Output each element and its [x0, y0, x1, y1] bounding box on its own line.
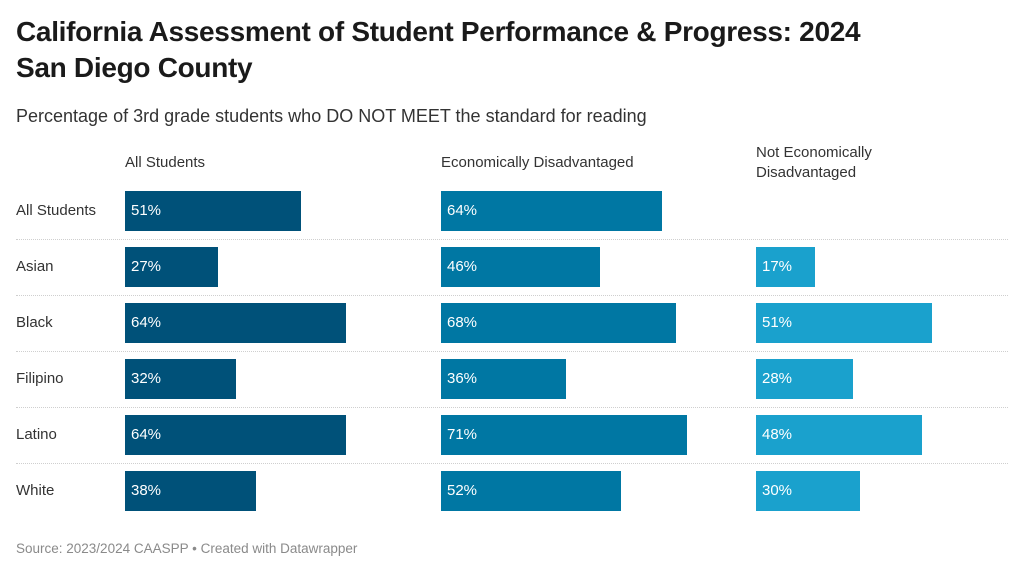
bar — [441, 303, 676, 343]
bar — [441, 247, 600, 287]
bar — [756, 303, 932, 343]
row-separator — [16, 463, 1008, 464]
bar-value-label: 27% — [131, 258, 162, 275]
bar — [125, 471, 256, 511]
chart-subtitle: Percentage of 3rd grade students who DO … — [16, 106, 647, 126]
bar-value-label: 52% — [447, 482, 478, 499]
row-label: All Students — [16, 202, 97, 219]
bar-value-label: 71% — [447, 426, 478, 443]
title-line-1: California Assessment of Student Perform… — [16, 16, 861, 47]
source-note: Source: 2023/2024 CAASPP • Created with … — [16, 541, 358, 556]
bar — [125, 191, 301, 231]
title-line-2: San Diego County — [16, 52, 253, 83]
bar — [756, 359, 853, 399]
bar-value-label: 48% — [762, 426, 793, 443]
bar — [441, 191, 662, 231]
row-label: White — [16, 482, 55, 499]
bar — [441, 415, 687, 455]
bar-value-label: 32% — [131, 370, 162, 387]
bar-value-label: 64% — [447, 202, 478, 219]
row-separator — [16, 351, 1008, 352]
bar-value-label: 28% — [762, 370, 793, 387]
row-label: Filipino — [16, 370, 64, 387]
column-header: All Students — [125, 154, 206, 171]
bar — [441, 471, 621, 511]
bar-value-label: 46% — [447, 258, 478, 275]
row-label: Asian — [16, 258, 54, 275]
bar-value-label: 51% — [762, 314, 793, 331]
bar-value-label: 68% — [447, 314, 478, 331]
chart-title: California Assessment of Student Perform… — [16, 14, 1016, 86]
bar-value-label: 36% — [447, 370, 478, 387]
bar-value-label: 64% — [131, 426, 162, 443]
bar — [125, 359, 236, 399]
row-separator — [16, 407, 1008, 408]
bar — [756, 471, 860, 511]
column-header: Economically Disadvantaged — [441, 154, 634, 171]
bar — [756, 247, 815, 287]
bar-value-label: 51% — [131, 202, 162, 219]
row-label: Latino — [16, 426, 57, 443]
row-separator — [16, 239, 1008, 240]
row-label: Black — [16, 314, 53, 331]
bar-value-label: 64% — [131, 314, 162, 331]
column-header: Not Economically Disadvantaged — [756, 144, 872, 181]
bar-value-label: 30% — [762, 482, 793, 499]
bar-value-label: 38% — [131, 482, 162, 499]
bar — [125, 303, 346, 343]
bar — [125, 415, 346, 455]
row-separator — [16, 295, 1008, 296]
bar-value-label: 17% — [762, 258, 793, 275]
bar — [441, 359, 566, 399]
bar — [756, 415, 922, 455]
bar — [125, 247, 218, 287]
